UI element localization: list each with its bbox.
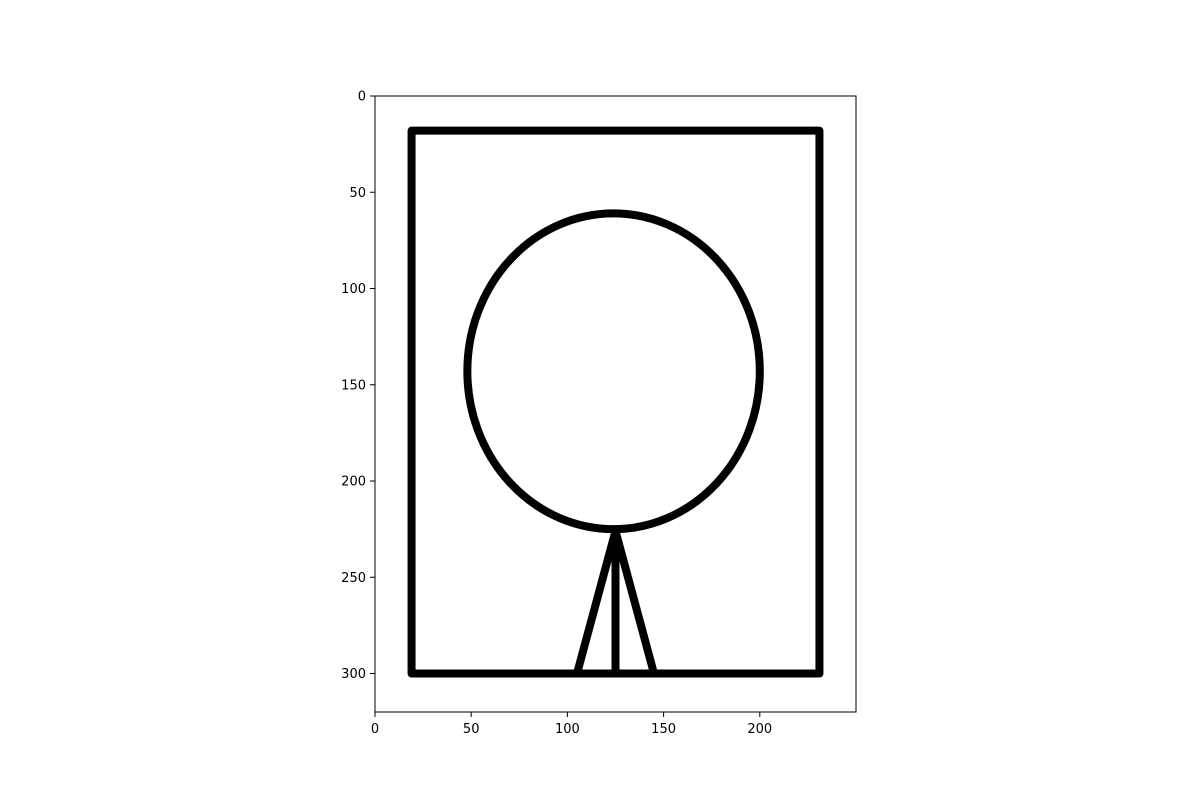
stick-figure-leg-1: [573, 527, 620, 678]
x-tick-label: 200: [747, 722, 772, 737]
x-tick-label: 150: [651, 722, 676, 737]
x-tick-label: 50: [463, 722, 480, 737]
image-content: [407, 126, 824, 678]
axes-frame: [374, 95, 857, 713]
y-tick-label: 100: [341, 282, 366, 297]
y-tick-label: 50: [349, 186, 366, 201]
y-tick-label: 250: [341, 571, 366, 586]
stick-figure-leg-3: [611, 527, 658, 678]
y-tick-label: 0: [358, 90, 366, 105]
y-tick-label: 200: [341, 475, 366, 490]
y-axis: 0 50 100 150 200 250 300: [341, 90, 375, 682]
x-axis: 0 50 100 150 200: [371, 712, 772, 737]
y-tick-label: 300: [341, 667, 366, 682]
x-tick-label: 100: [555, 722, 580, 737]
y-tick-label: 150: [341, 378, 366, 393]
x-tick-label: 0: [371, 722, 379, 737]
